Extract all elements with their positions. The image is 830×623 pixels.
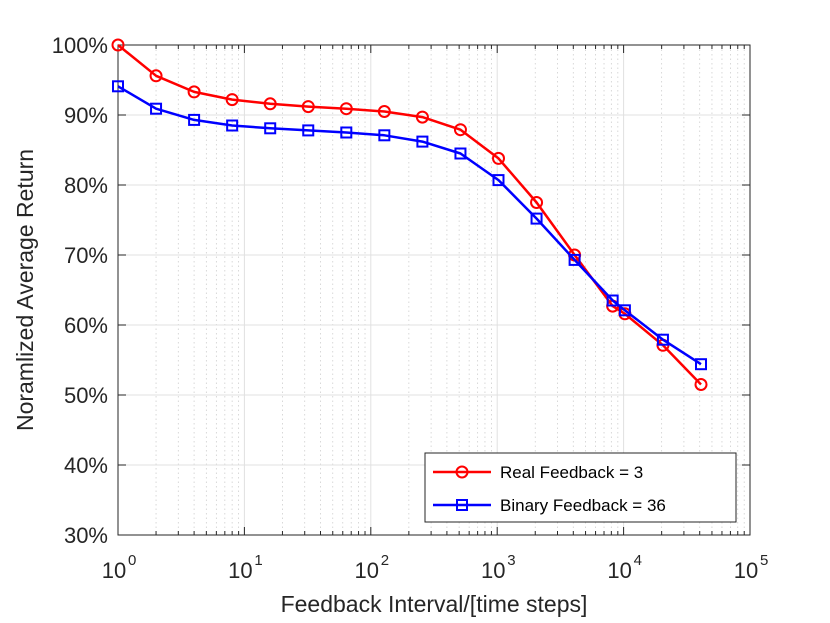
y-tick-label: 70% — [64, 243, 108, 268]
data-point — [301, 100, 315, 114]
data-point — [187, 85, 201, 99]
legend: Real Feedback = 3 Binary Feedback = 36 — [424, 452, 737, 523]
data-point — [453, 123, 467, 137]
x-tick-label-base: 10 — [102, 558, 126, 583]
y-tick-label: 80% — [64, 173, 108, 198]
data-point — [188, 113, 201, 126]
data-point — [618, 304, 631, 317]
y-tick-label: 50% — [64, 383, 108, 408]
x-tick-label-base: 10 — [607, 558, 631, 583]
data-point — [454, 147, 467, 160]
series-real-feedback-3 — [111, 38, 708, 391]
y-tick-label: 40% — [64, 453, 108, 478]
data-point — [150, 102, 163, 115]
data-point — [226, 119, 239, 132]
x-tick-label: 10 0 — [102, 552, 137, 583]
data-point — [340, 126, 353, 139]
x-tick-label-base: 10 — [734, 558, 758, 583]
data-point — [568, 253, 581, 266]
data-point — [149, 69, 163, 83]
data-point — [111, 38, 125, 52]
x-tick-label-exponent: 0 — [128, 552, 136, 569]
data-point — [378, 129, 391, 142]
data-point — [302, 124, 315, 137]
y-tick-labels: 30% 40% 50% 60% 70% 80% 90% 100% — [52, 33, 108, 548]
data-point — [264, 122, 277, 135]
data-point — [339, 102, 353, 116]
data-point — [656, 333, 669, 346]
x-tick-label-exponent: 4 — [634, 552, 642, 569]
x-tick-label-exponent: 5 — [760, 552, 768, 569]
y-tick-label: 100% — [52, 33, 108, 58]
x-tick-label-base: 10 — [355, 558, 379, 583]
data-point — [530, 212, 543, 225]
series-binary-feedback-36 — [112, 80, 708, 371]
x-tick-labels: 10 0 10 1 10 2 10 3 10 4 10 5 — [102, 552, 769, 583]
data-point — [492, 174, 505, 187]
data-point — [694, 378, 708, 391]
axes-box — [117, 44, 751, 536]
legend-label-binary-feedback: Binary Feedback = 36 — [500, 496, 666, 515]
x-tick-label: 10 1 — [228, 552, 263, 583]
data-point — [112, 80, 124, 93]
y-tick-label: 60% — [64, 313, 108, 338]
x-axis-title: Feedback Interval/[time steps] — [281, 591, 588, 617]
x-tick-label-exponent: 3 — [507, 552, 515, 569]
data-point — [225, 93, 239, 107]
y-tick-label: 90% — [64, 103, 108, 128]
legend-label-real-feedback: Real Feedback = 3 — [500, 463, 643, 482]
x-tick-label-exponent: 1 — [254, 552, 262, 569]
legend-marker-binary-feedback — [456, 499, 468, 511]
x-tick-label-base: 10 — [228, 558, 252, 583]
y-axis-title: Noramlized Average Return — [12, 149, 38, 431]
data-point — [492, 151, 506, 165]
x-tick-label-base: 10 — [481, 558, 505, 583]
x-tick-label: 10 4 — [607, 552, 642, 583]
legend-marker-real-feedback — [455, 465, 469, 479]
x-tick-label-exponent: 2 — [381, 552, 389, 569]
data-point — [530, 196, 544, 209]
data-series — [111, 38, 708, 391]
data-point — [416, 135, 429, 148]
x-tick-label: 10 5 — [734, 552, 769, 583]
data-point — [263, 97, 277, 111]
data-point — [377, 105, 391, 118]
x-tick-label: 10 2 — [355, 552, 390, 583]
data-point — [606, 294, 619, 307]
data-point — [415, 110, 429, 124]
legend-box — [424, 452, 737, 523]
data-point — [695, 358, 708, 371]
y-tick-label: 30% — [64, 523, 108, 548]
x-tick-label: 10 3 — [481, 552, 516, 583]
